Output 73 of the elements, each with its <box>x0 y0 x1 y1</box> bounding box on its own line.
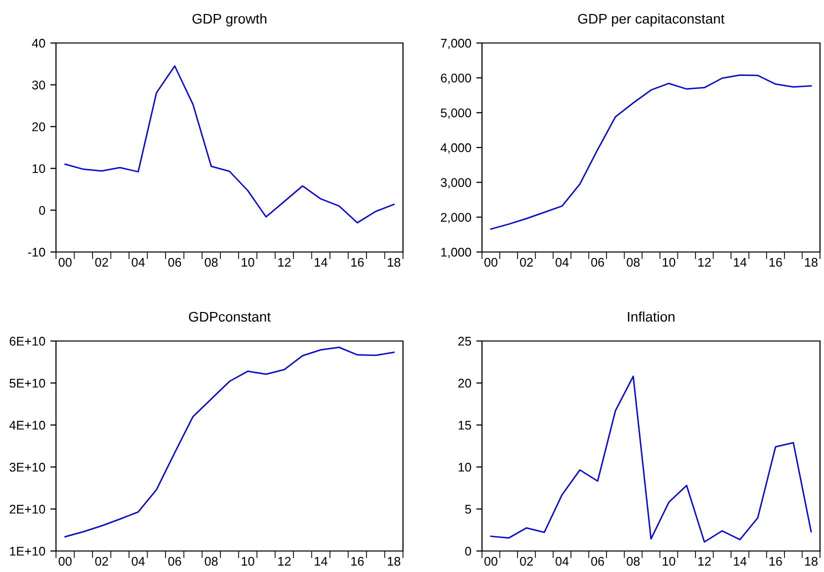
x-tick-label: 12 <box>698 556 711 566</box>
x-tick-label: 18 <box>805 556 818 566</box>
x-tick-label: 00 <box>484 258 498 267</box>
line-series <box>64 65 395 224</box>
x-tick-label: 04 <box>132 258 145 267</box>
x-tick-label: 08 <box>626 556 640 566</box>
y-tick-label: 10 <box>32 164 46 174</box>
x-tick-label: 08 <box>204 556 218 566</box>
y-tick-label: 5,000 <box>440 108 472 119</box>
x-tick-label: 16 <box>351 556 364 566</box>
y-tick-label: 2E+10 <box>10 504 46 514</box>
x-tick-label: 10 <box>242 258 254 267</box>
chart-title: GDP per capitaconstant <box>578 13 725 26</box>
x-tick-label: 06 <box>591 258 604 267</box>
x-tick-label: 00 <box>58 258 72 267</box>
x-tick-label: 14 <box>314 258 328 267</box>
x-tick-label: 04 <box>556 556 569 566</box>
y-tick-label: 6E+10 <box>10 336 46 346</box>
y-tick-label: 40 <box>32 38 46 48</box>
x-tick-label: 02 <box>95 258 108 267</box>
y-tick-label: 4E+10 <box>9 420 46 430</box>
y-tick-label: 5 <box>465 504 472 514</box>
x-tick-label: 02 <box>520 258 533 267</box>
y-tick-label: 0 <box>39 206 46 215</box>
x-tick-label: 00 <box>58 556 72 566</box>
chart-title: Inflation <box>628 311 674 322</box>
x-tick-label: 04 <box>132 556 145 566</box>
x-tick-label: 18 <box>388 258 400 267</box>
y-tick-label: 5E+10 <box>10 378 46 388</box>
line-series <box>490 74 812 230</box>
x-tick-label: 16 <box>351 258 364 267</box>
x-tick-label: 02 <box>95 556 108 566</box>
y-tick-label: 1,000 <box>441 248 472 258</box>
x-tick-label: 14 <box>314 557 328 566</box>
x-tick-label: 06 <box>168 258 182 267</box>
y-tick-label: 20 <box>458 378 472 388</box>
x-tick-label: 10 <box>242 556 254 566</box>
x-tick-label: 18 <box>805 258 818 267</box>
x-tick-label: 06 <box>168 556 182 566</box>
y-tick-label: 4,000 <box>440 143 472 154</box>
x-tick-label: 14 <box>734 258 747 267</box>
x-tick-label: 14 <box>734 557 747 566</box>
x-tick-label: 18 <box>388 556 400 566</box>
y-tick-label: 6,000 <box>440 74 472 84</box>
x-tick-label: 12 <box>278 258 291 267</box>
x-tick-label: 08 <box>204 258 218 267</box>
x-tick-label: 10 <box>662 556 676 566</box>
x-tick-label: 08 <box>626 258 640 267</box>
x-tick-label: 10 <box>662 258 676 267</box>
y-tick-label: 10 <box>458 462 472 472</box>
y-tick-label: 25 <box>458 336 472 346</box>
y-tick-label: -10 <box>28 248 46 257</box>
x-tick-label: 06 <box>591 556 604 566</box>
y-tick-label: 7,000 <box>440 38 472 50</box>
y-tick-label: 3E+10 <box>10 462 46 472</box>
y-tick-label: 30 <box>32 80 46 90</box>
y-tick-label: 2,000 <box>440 212 472 224</box>
x-tick-label: 12 <box>698 258 711 267</box>
x-tick-label: 00 <box>484 556 498 566</box>
y-tick-label: 0 <box>465 546 472 556</box>
y-tick-label: 15 <box>458 420 472 430</box>
line-series <box>64 346 395 538</box>
y-tick-label: 1E+10 <box>10 546 46 556</box>
chart-title: GDPconstant <box>188 312 271 322</box>
x-tick-label: 16 <box>770 556 782 566</box>
x-tick-label: 02 <box>520 556 533 566</box>
y-tick-label: 20 <box>32 122 46 132</box>
line-series <box>490 376 812 543</box>
x-tick-label: 12 <box>278 556 291 566</box>
x-tick-label: 16 <box>770 258 782 267</box>
chart-title: GDP growth <box>192 13 266 26</box>
x-tick-label: 04 <box>556 258 569 267</box>
y-tick-label: 3,000 <box>440 178 472 188</box>
